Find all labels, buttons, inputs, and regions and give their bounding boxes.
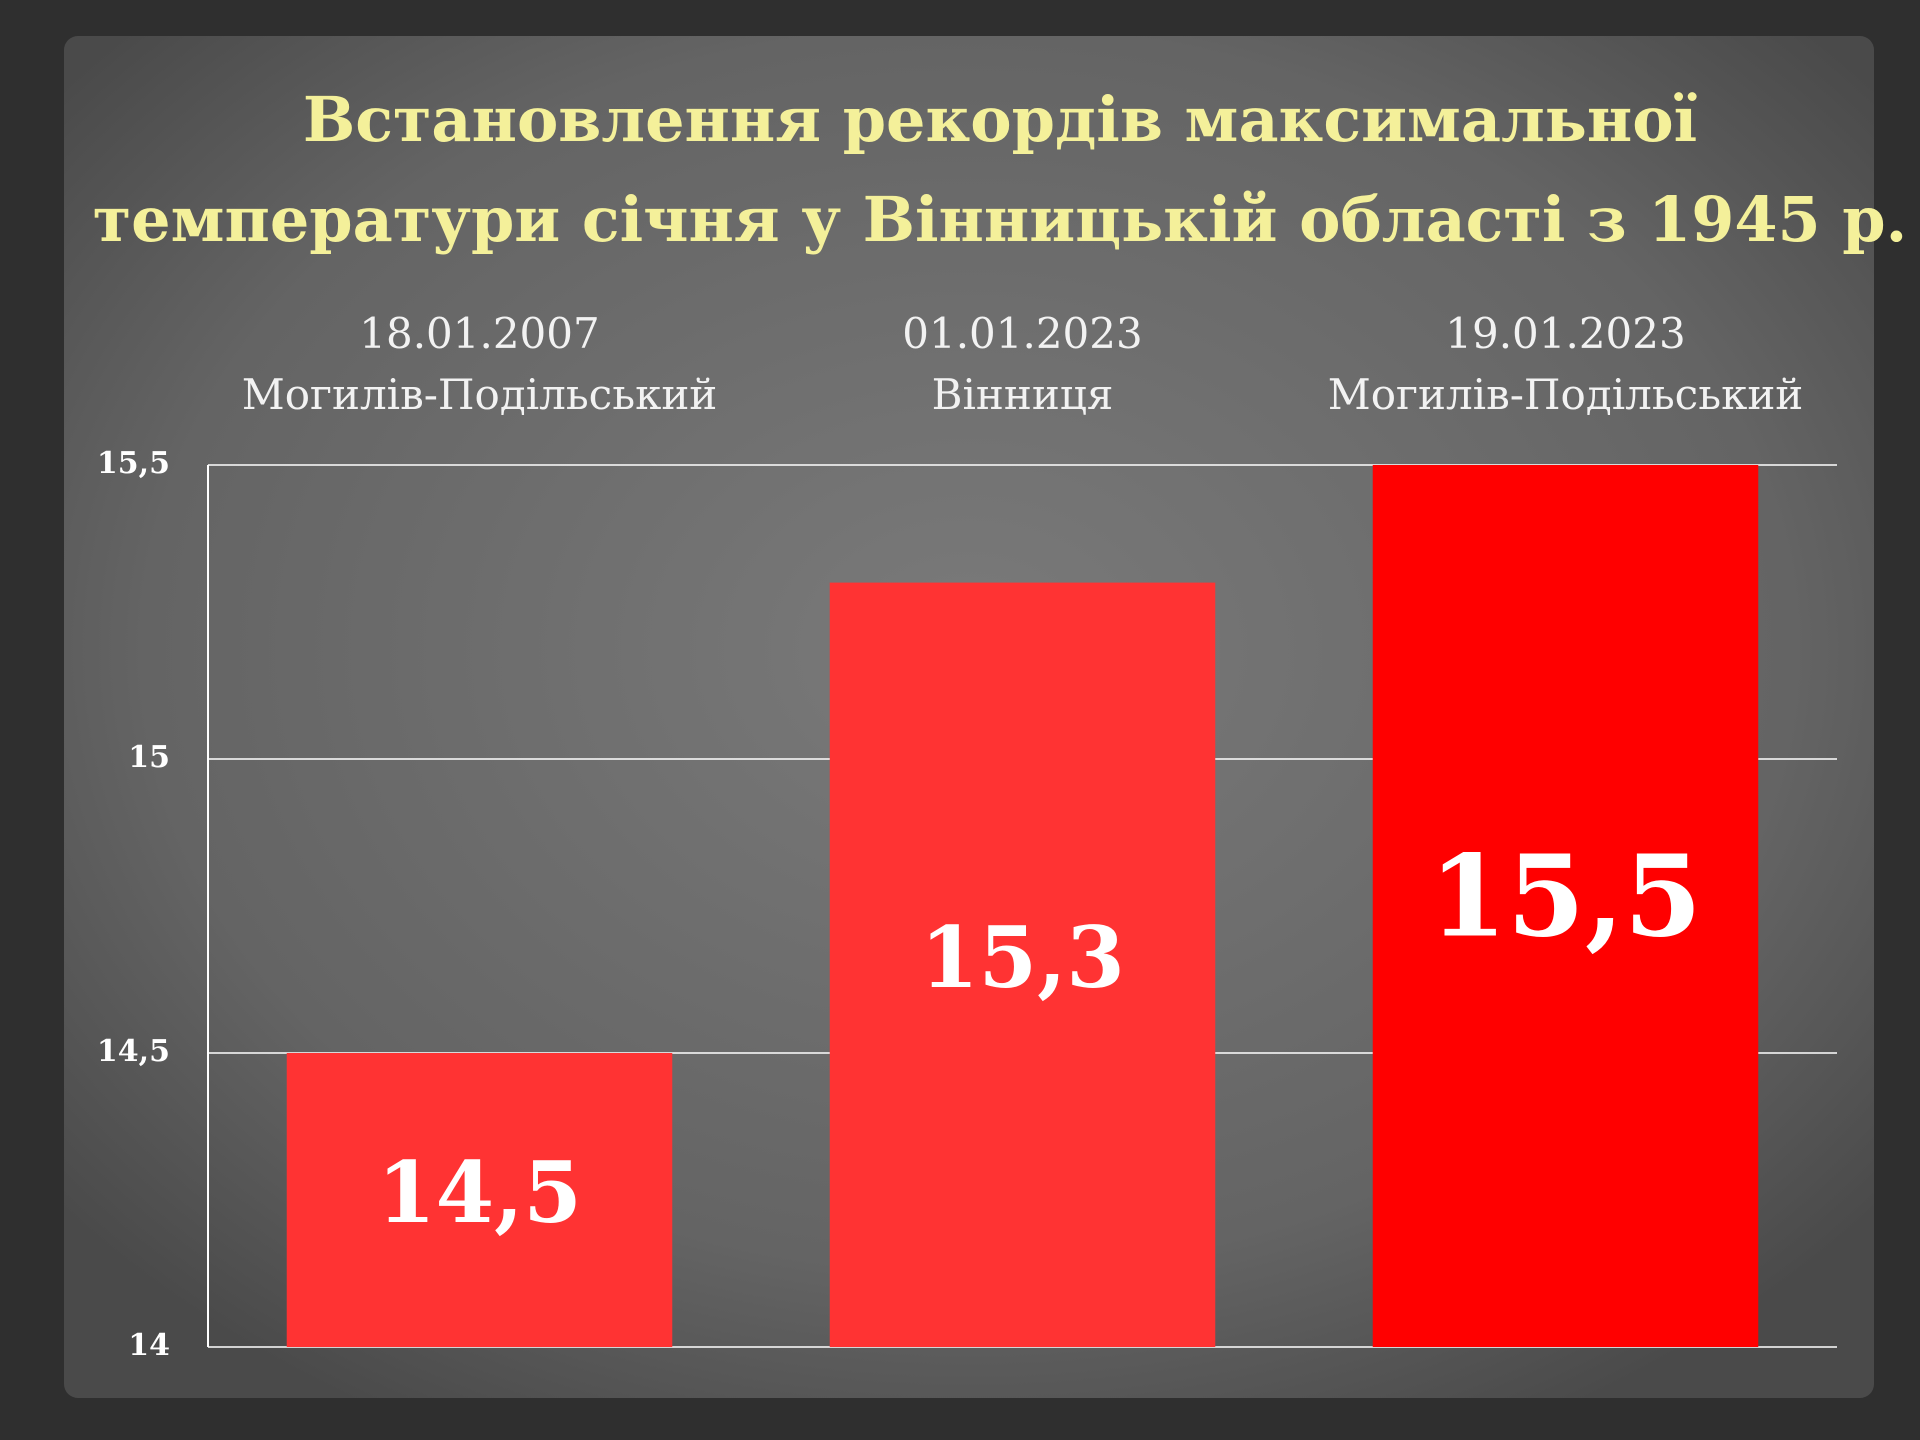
x-tick-label: 19.01.2023 [1445,309,1685,358]
value-label: 15,3 [920,908,1125,1007]
y-tick-label: 14,5 [97,1034,170,1069]
bar [1372,465,1759,1347]
value-label: 14,5 [377,1143,582,1242]
y-tick-label: 15 [128,740,170,775]
bar [829,582,1216,1347]
x-tick-label: 18.01.2007 [359,309,599,358]
chart-title: температури січня у Вінницькій області з… [93,183,1907,256]
x-tick-label: Могилів-Подільський [242,370,718,419]
chart-title: Встановлення рекордів максимальної [303,83,1698,156]
x-tick-label: Могилів-Подільський [1328,370,1804,419]
value-label: 15,5 [1429,831,1702,962]
bar [286,1053,673,1347]
x-tick-label: Вінниця [932,370,1114,419]
y-tick-label: 15,5 [97,446,170,481]
y-tick-label: 14 [128,1328,170,1363]
x-tick-label: 01.01.2023 [902,309,1142,358]
